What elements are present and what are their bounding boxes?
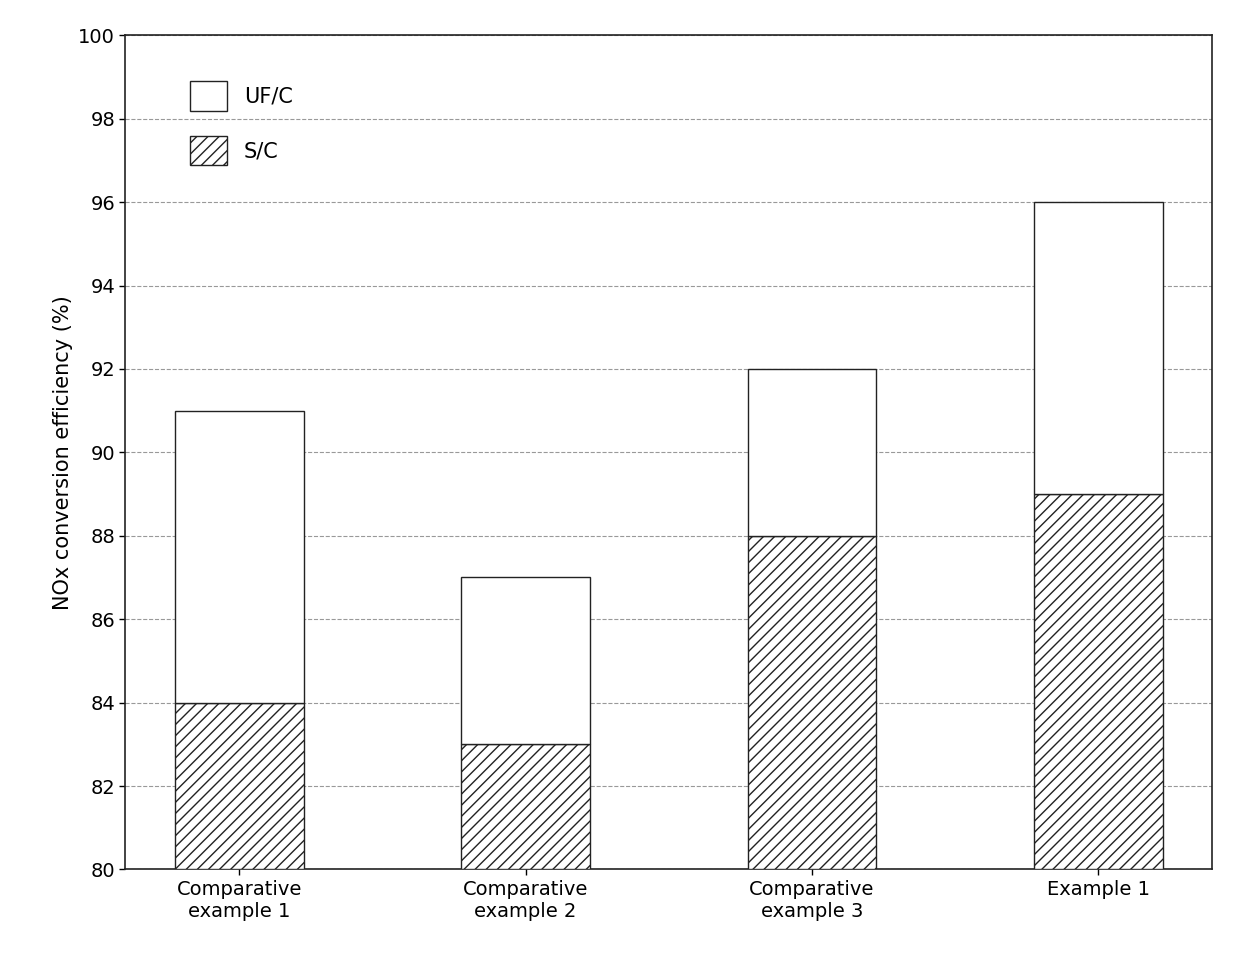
Y-axis label: NOx conversion efficiency (%): NOx conversion efficiency (%) — [52, 295, 73, 610]
Bar — [748, 369, 877, 535]
Bar — [175, 410, 304, 703]
Legend: UF/C, S/C: UF/C, S/C — [180, 71, 304, 175]
Bar — [461, 578, 590, 744]
Bar — [461, 744, 590, 869]
Bar — [1034, 202, 1163, 494]
Bar — [175, 703, 304, 869]
Bar — [748, 535, 877, 869]
Bar — [1034, 494, 1163, 869]
